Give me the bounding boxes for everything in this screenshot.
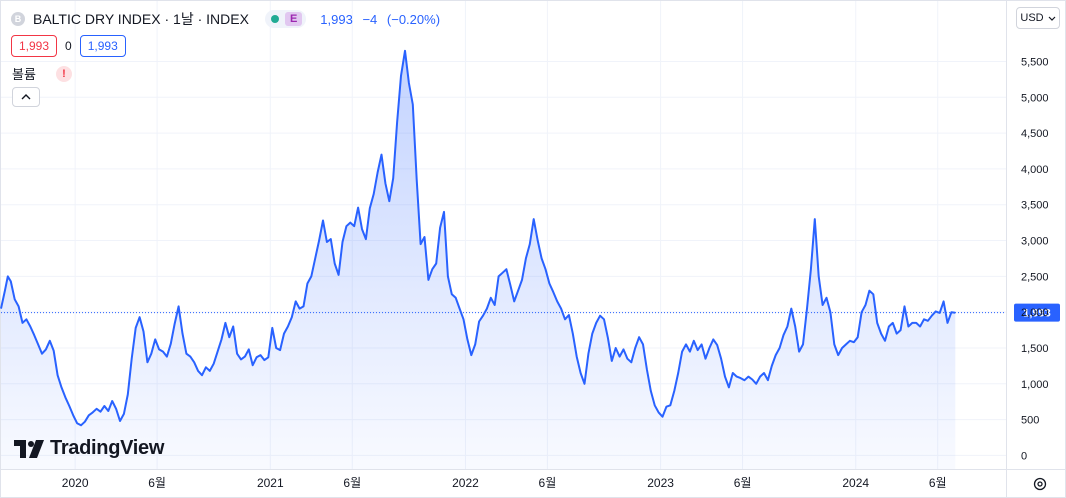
y-tick-label: 4,500 (1021, 128, 1049, 140)
buy-button[interactable]: 1,993 (79, 35, 126, 57)
x-tick-label: 6월 (343, 476, 361, 490)
e-badge: E (284, 12, 303, 26)
symbol-legend: B BALTIC DRY INDEX · 1날 · INDEX E 1,993 … (11, 9, 446, 29)
price-line (0, 49, 956, 427)
quote-values: 1,993 −4 (−0.20%) (320, 12, 446, 27)
y-tick-label: 0 (1021, 450, 1027, 462)
price-line-series (0, 49, 956, 427)
y-tick-label: 2,500 (1021, 271, 1049, 283)
price-area-fill (1, 50, 956, 470)
x-tick-label: 2020 (62, 476, 89, 490)
spread-value: 0 (65, 39, 72, 53)
x-tick-label: 2024 (842, 476, 869, 490)
x-tick-label: 6월 (148, 476, 166, 490)
market-open-dot-icon (270, 15, 279, 23)
last-price-value: 1,993 (320, 11, 353, 27)
symbol-title[interactable]: BALTIC DRY INDEX · 1날 · INDEX (33, 11, 249, 27)
collapse-legend-button[interactable] (12, 87, 40, 107)
symbol-icon[interactable]: B (11, 12, 25, 26)
gear-icon (1033, 477, 1047, 491)
x-tick-label: 6월 (734, 476, 752, 490)
currency-selector[interactable]: USD (1016, 7, 1060, 29)
grid (1, 1, 1006, 469)
currency-label: USD (1020, 12, 1044, 24)
tradingview-logo[interactable]: TradingView (14, 437, 164, 460)
sell-button[interactable]: 1,993 (11, 35, 58, 57)
warning-icon[interactable]: ! (55, 65, 72, 82)
y-tick-label: 2,000 (1021, 307, 1049, 319)
x-tick-label: 2021 (257, 476, 284, 490)
chevron-down-icon (1048, 13, 1056, 23)
last-price-label: 1,993 (1023, 308, 1051, 320)
x-tick-label: 2022 (452, 476, 479, 490)
change-percent: (−0.20%) (386, 11, 441, 27)
chevron-up-icon (21, 94, 31, 100)
price-area (1, 50, 956, 470)
chart-settings-button[interactable] (1030, 474, 1050, 494)
y-tick-label: 500 (1021, 415, 1039, 427)
y-tick-label: 3,000 (1021, 236, 1049, 248)
last-price-label-bg (1014, 303, 1060, 322)
y-tick-label: 1,000 (1021, 379, 1049, 391)
x-tick-label: 6월 (929, 476, 947, 490)
last-price-line: 1,993 (1, 303, 1060, 322)
tradingview-logo-text: TradingView (50, 437, 165, 459)
y-tick-label: 3,500 (1021, 200, 1049, 212)
x-tick-label: 2023 (647, 476, 674, 490)
x-tick-label: 6월 (539, 476, 557, 490)
change-value: −4 (362, 11, 378, 27)
trade-buttons: 1,993 0 1,993 (11, 35, 126, 57)
y-tick-label: 1,500 (1021, 343, 1049, 355)
market-status-pill[interactable]: E (264, 10, 307, 28)
y-tick-label: 5,500 (1021, 57, 1049, 69)
y-tick-label: 5,000 (1021, 92, 1049, 104)
y-tick-label: 4,000 (1021, 164, 1049, 176)
tradingview-logo-icon (14, 439, 44, 458)
volume-legend: 볼륨 ! (12, 64, 72, 83)
volume-label[interactable]: 볼륨 (12, 67, 36, 82)
